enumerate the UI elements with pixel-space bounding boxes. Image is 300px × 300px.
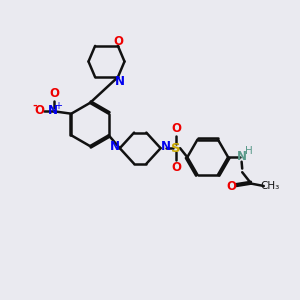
Text: N: N [110,140,120,154]
Text: +: + [54,101,62,111]
Text: -: - [33,101,37,111]
Text: O: O [35,104,45,117]
Text: O: O [113,35,124,49]
Text: O: O [171,122,181,136]
Text: O: O [49,87,59,101]
Text: O: O [171,161,181,174]
Text: CH₃: CH₃ [261,181,280,191]
Text: N: N [160,140,170,154]
Text: N: N [114,75,124,88]
Text: S: S [171,142,181,155]
Text: N: N [48,104,58,117]
Text: H: H [245,146,253,157]
Text: N: N [237,149,247,163]
Text: O: O [227,180,237,193]
